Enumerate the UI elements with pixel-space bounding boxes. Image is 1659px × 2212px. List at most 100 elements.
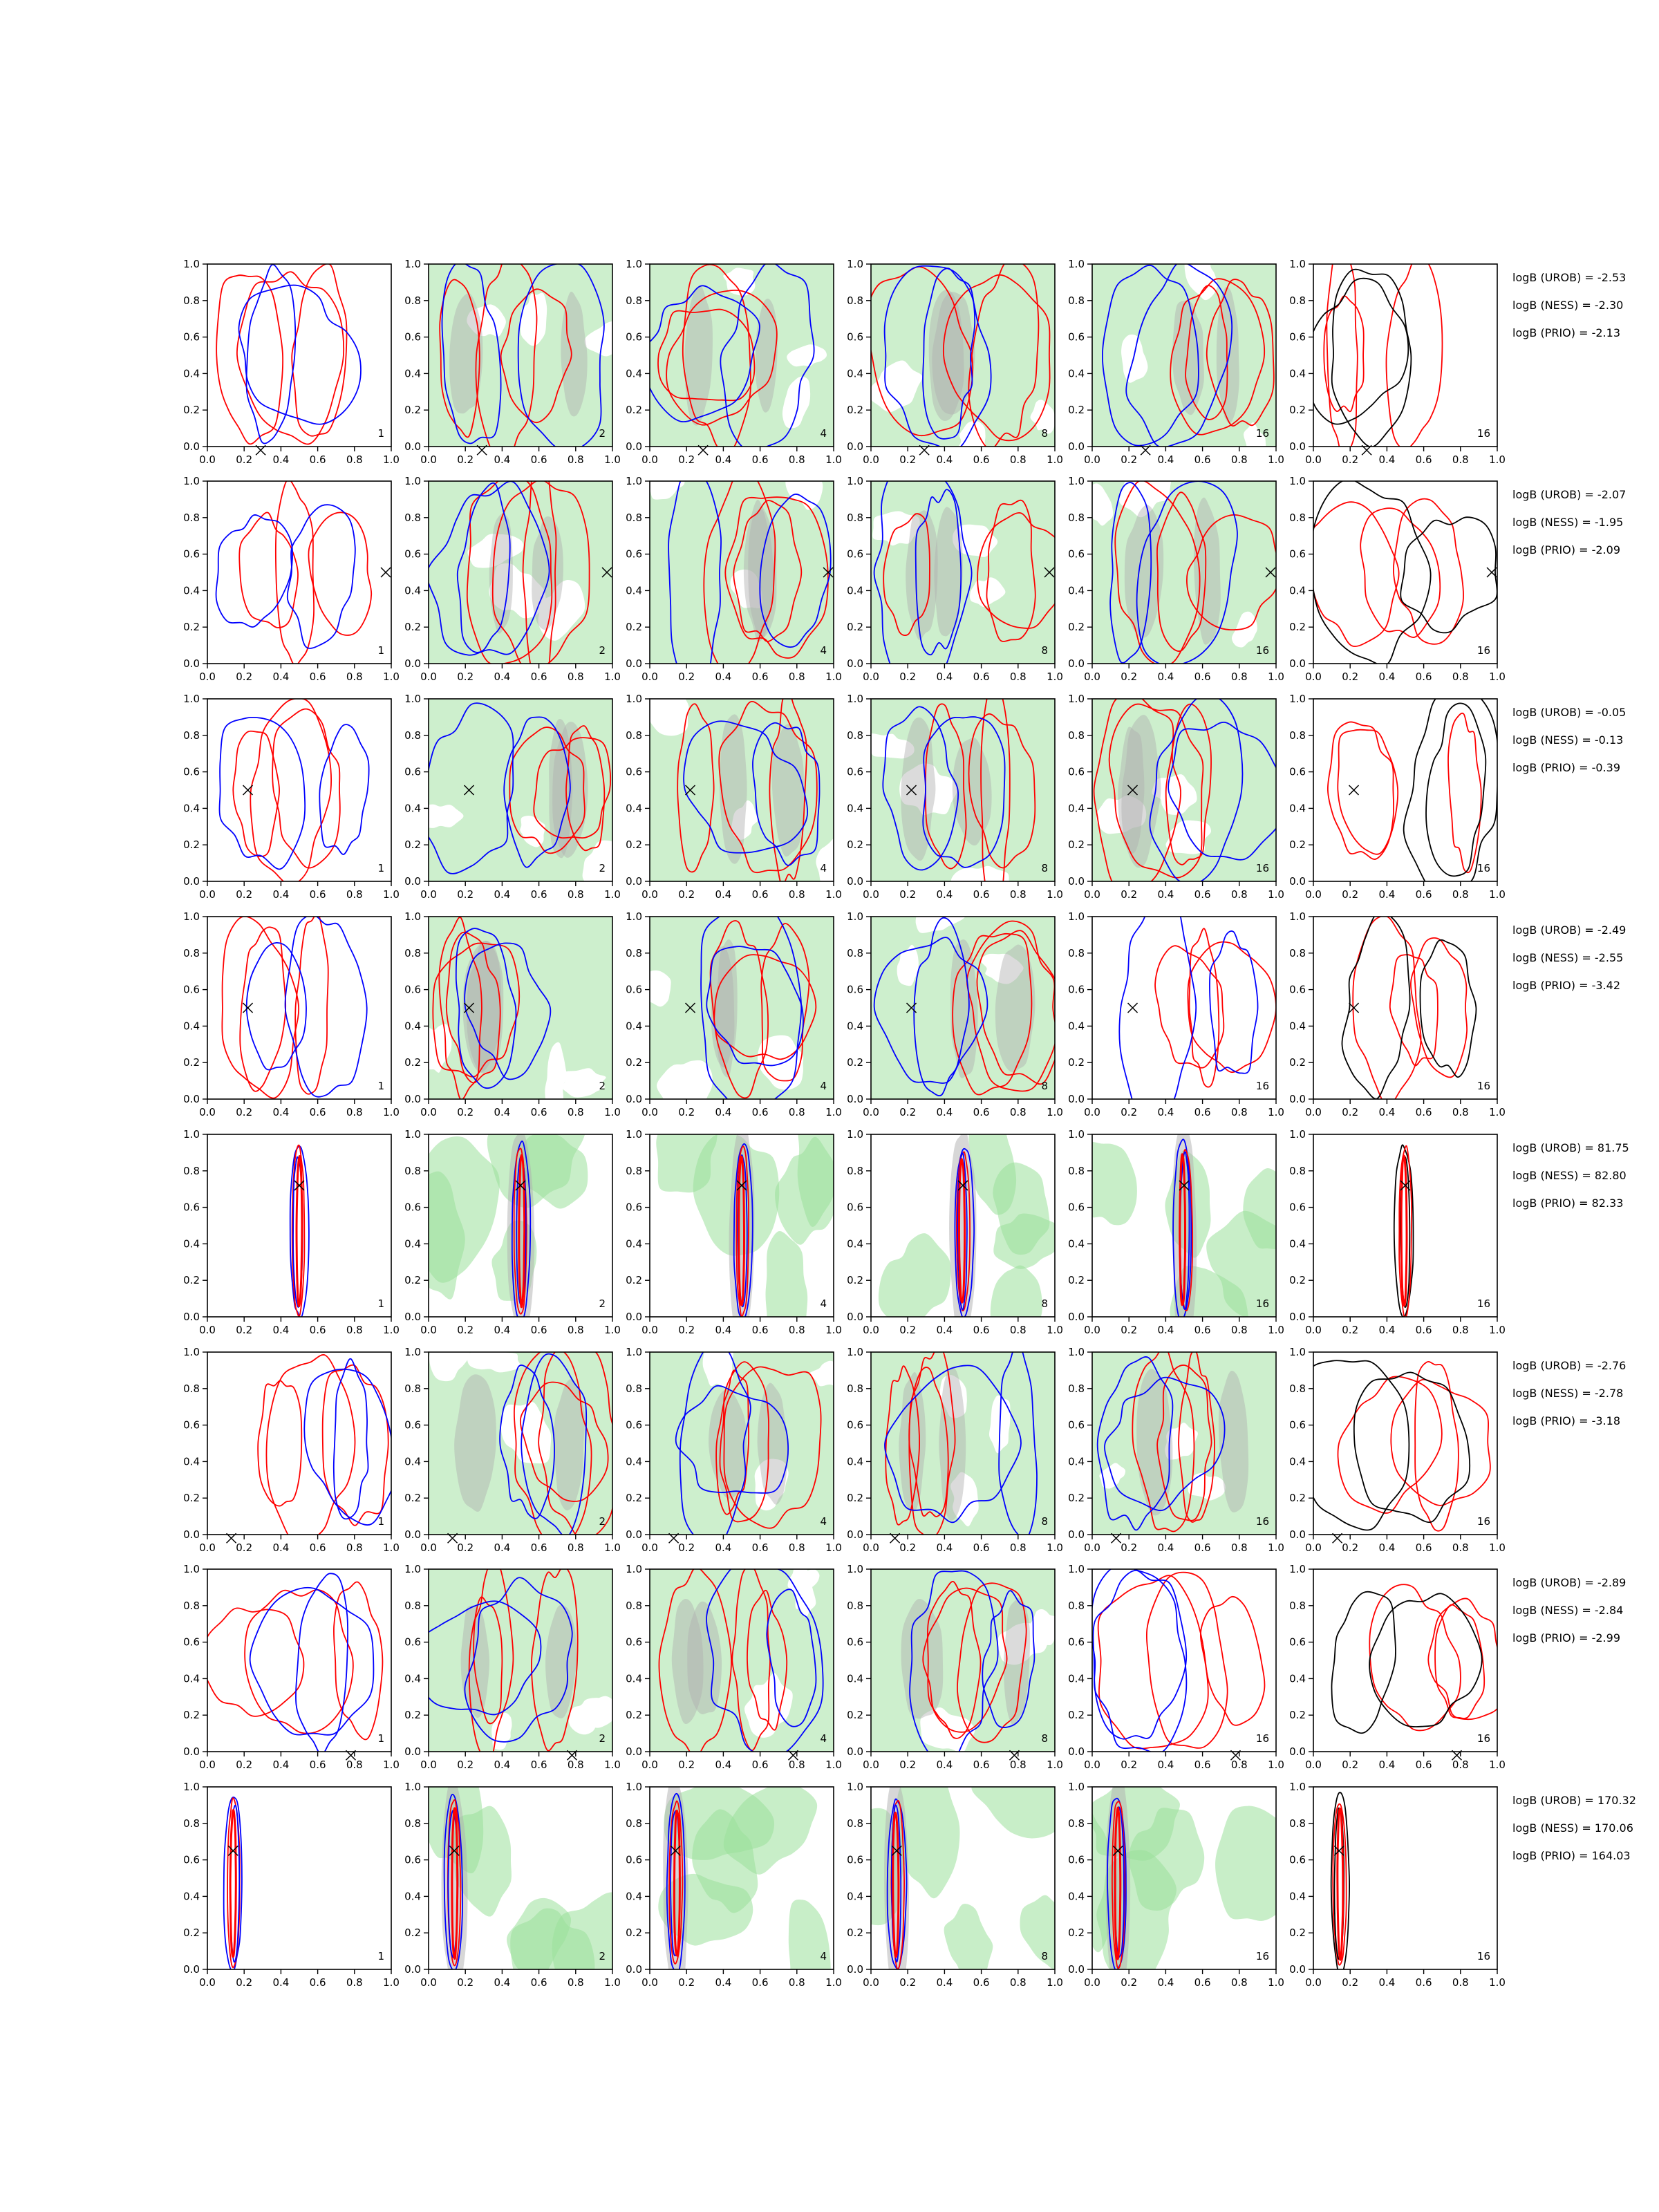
x-tick-label: 0.8 xyxy=(1231,453,1248,466)
density-gap xyxy=(1188,1473,1226,1501)
panel-r7-c5: 0.00.0 0.2 0.2 0.4 0.4 0.6 0.6 0.8 0.8 1.0 1.0 16 xyxy=(1068,1563,1284,1771)
y-tick-label: 0.0 xyxy=(404,1745,421,1758)
density-core xyxy=(755,299,778,413)
density-gap xyxy=(920,1707,975,1752)
x-tick-label: 0.4 xyxy=(936,1324,953,1336)
contour-line xyxy=(429,702,514,874)
density-gap xyxy=(953,524,998,557)
panel-r7-c1: 0.00.0 0.2 0.2 0.4 0.4 0.6 0.6 0.8 0.8 1.0 1.0 1 xyxy=(183,1563,400,1771)
x-tick-label: 0.4 xyxy=(272,453,289,466)
panel-r7-c4: 0.00.0 0.2 0.2 0.4 0.4 0.6 0.6 0.8 0.8 1.0 1.0 8 xyxy=(847,1563,1063,1771)
x-tick-label: 0.6 xyxy=(752,671,769,683)
y-tick-label: 0.6 xyxy=(1289,1636,1306,1649)
density-core xyxy=(928,290,964,421)
contour-line xyxy=(1188,928,1220,1088)
panel-r8-c5: 0.00.0 0.2 0.2 0.4 0.4 0.6 0.6 0.8 0.8 1.0 1.0 16 xyxy=(1068,1781,1284,1989)
x-tick-label: 0.2 xyxy=(236,1324,252,1336)
y-tick-label: 0.2 xyxy=(404,1709,421,1721)
panel-label: 8 xyxy=(1041,1515,1048,1528)
contour-line xyxy=(1410,937,1468,1078)
contour-line xyxy=(737,1154,748,1308)
panel-label: 1 xyxy=(377,644,384,657)
axes-frame xyxy=(1091,698,1277,882)
x-tick-label: 0.0 xyxy=(420,888,437,901)
x-tick-label: 0.0 xyxy=(641,1541,658,1554)
true-value-marker xyxy=(1348,785,1360,796)
y-tick-label: 0.8 xyxy=(1068,512,1085,524)
x-tick-label: 1.0 xyxy=(383,1106,400,1118)
contour-line xyxy=(673,1809,681,1957)
x-tick-label: 0.2 xyxy=(236,1976,252,1989)
axes-frame xyxy=(1091,480,1277,664)
y-tick-label: 1.0 xyxy=(1068,258,1085,270)
x-tick-label: 0.6 xyxy=(973,1976,990,1989)
contour-line xyxy=(954,1147,975,1317)
y-tick-label: 0.2 xyxy=(1068,1056,1085,1069)
contour-line xyxy=(238,512,299,628)
logb-annotation: logB (NESS) = 170.06 xyxy=(1512,1821,1633,1835)
density-region xyxy=(1020,1895,1055,1969)
y-tick-label: 0.8 xyxy=(183,294,200,307)
true-value-marker xyxy=(736,1180,747,1191)
y-tick-label: 1.0 xyxy=(1289,1781,1306,1793)
y-tick-label: 0.4 xyxy=(1068,802,1085,814)
y-tick-label: 0.6 xyxy=(1068,1636,1085,1649)
x-tick-label: 0.8 xyxy=(1010,671,1027,683)
density-region xyxy=(429,264,612,447)
true-value-marker xyxy=(601,567,612,578)
y-tick-label: 0.0 xyxy=(1068,1963,1085,1976)
density-gap xyxy=(1121,334,1148,383)
x-tick-label: 0.2 xyxy=(1121,1541,1137,1554)
true-value-marker xyxy=(906,1002,917,1013)
contour-line xyxy=(720,264,815,447)
x-tick-label: 1.0 xyxy=(1268,1106,1284,1118)
contour-line xyxy=(438,917,482,1099)
contour-line xyxy=(1419,939,1477,1078)
x-tick-label: 0.2 xyxy=(899,671,916,683)
x-tick-label: 0.0 xyxy=(420,1106,437,1118)
x-tick-label: 0.8 xyxy=(789,1759,805,1771)
x-tick-label: 0.8 xyxy=(568,1106,584,1118)
y-tick-label: 0.2 xyxy=(847,404,863,416)
contour-line xyxy=(1149,699,1244,881)
density-region xyxy=(990,1265,1042,1317)
contour-line xyxy=(666,289,778,426)
y-tick-label: 0.8 xyxy=(626,294,642,307)
x-tick-label: 0.8 xyxy=(789,1541,805,1554)
x-tick-label: 0.4 xyxy=(272,1106,289,1118)
x-tick-label: 0.0 xyxy=(199,453,216,466)
density-gap xyxy=(897,944,919,986)
y-tick-label: 0.4 xyxy=(1289,1672,1306,1685)
x-tick-label: 0.2 xyxy=(1121,671,1137,683)
x-tick-label: 0.2 xyxy=(1121,1324,1137,1336)
panel-r8-c1: 0.00.0 0.2 0.2 0.4 0.4 0.6 0.6 0.8 0.8 1.0 1.0 1 xyxy=(183,1781,400,1989)
x-tick-label: 1.0 xyxy=(825,1759,842,1771)
density-gap xyxy=(584,321,612,357)
axes-frame xyxy=(649,1134,834,1318)
density-region xyxy=(971,1787,1055,1839)
x-tick-label: 0.4 xyxy=(272,671,289,683)
contour-line xyxy=(1104,1376,1226,1511)
y-tick-label: 1.0 xyxy=(1068,475,1085,487)
x-tick-label: 1.0 xyxy=(1047,1976,1063,1989)
panel-r1-c4: 0.00.0 0.2 0.2 0.4 0.4 0.6 0.6 0.8 0.8 1.0 1.0 8 xyxy=(847,258,1063,466)
x-tick-label: 1.0 xyxy=(604,1106,621,1118)
density-core xyxy=(460,1605,490,1718)
x-tick-label: 0.2 xyxy=(899,888,916,901)
contour-line xyxy=(1093,699,1181,881)
x-tick-label: 0.0 xyxy=(1305,671,1322,683)
density-core xyxy=(932,292,975,415)
y-tick-label: 0.8 xyxy=(404,1600,421,1612)
density-region xyxy=(765,1230,808,1317)
contour-line xyxy=(1156,491,1207,652)
contour-line xyxy=(1313,1360,1410,1531)
y-tick-label: 0.0 xyxy=(404,1963,421,1976)
y-tick-label: 0.8 xyxy=(183,1382,200,1395)
y-tick-label: 0.4 xyxy=(404,1237,421,1250)
y-tick-label: 1.0 xyxy=(1068,1781,1085,1793)
x-tick-label: 0.2 xyxy=(1121,453,1137,466)
y-tick-label: 0.2 xyxy=(626,1709,642,1721)
contour-line xyxy=(232,730,281,857)
y-tick-label: 1.0 xyxy=(183,475,200,487)
panel-r5-c2: 0.00.0 0.2 0.2 0.4 0.4 0.6 0.6 0.8 0.8 1.0 1.0 2 xyxy=(404,1128,621,1336)
